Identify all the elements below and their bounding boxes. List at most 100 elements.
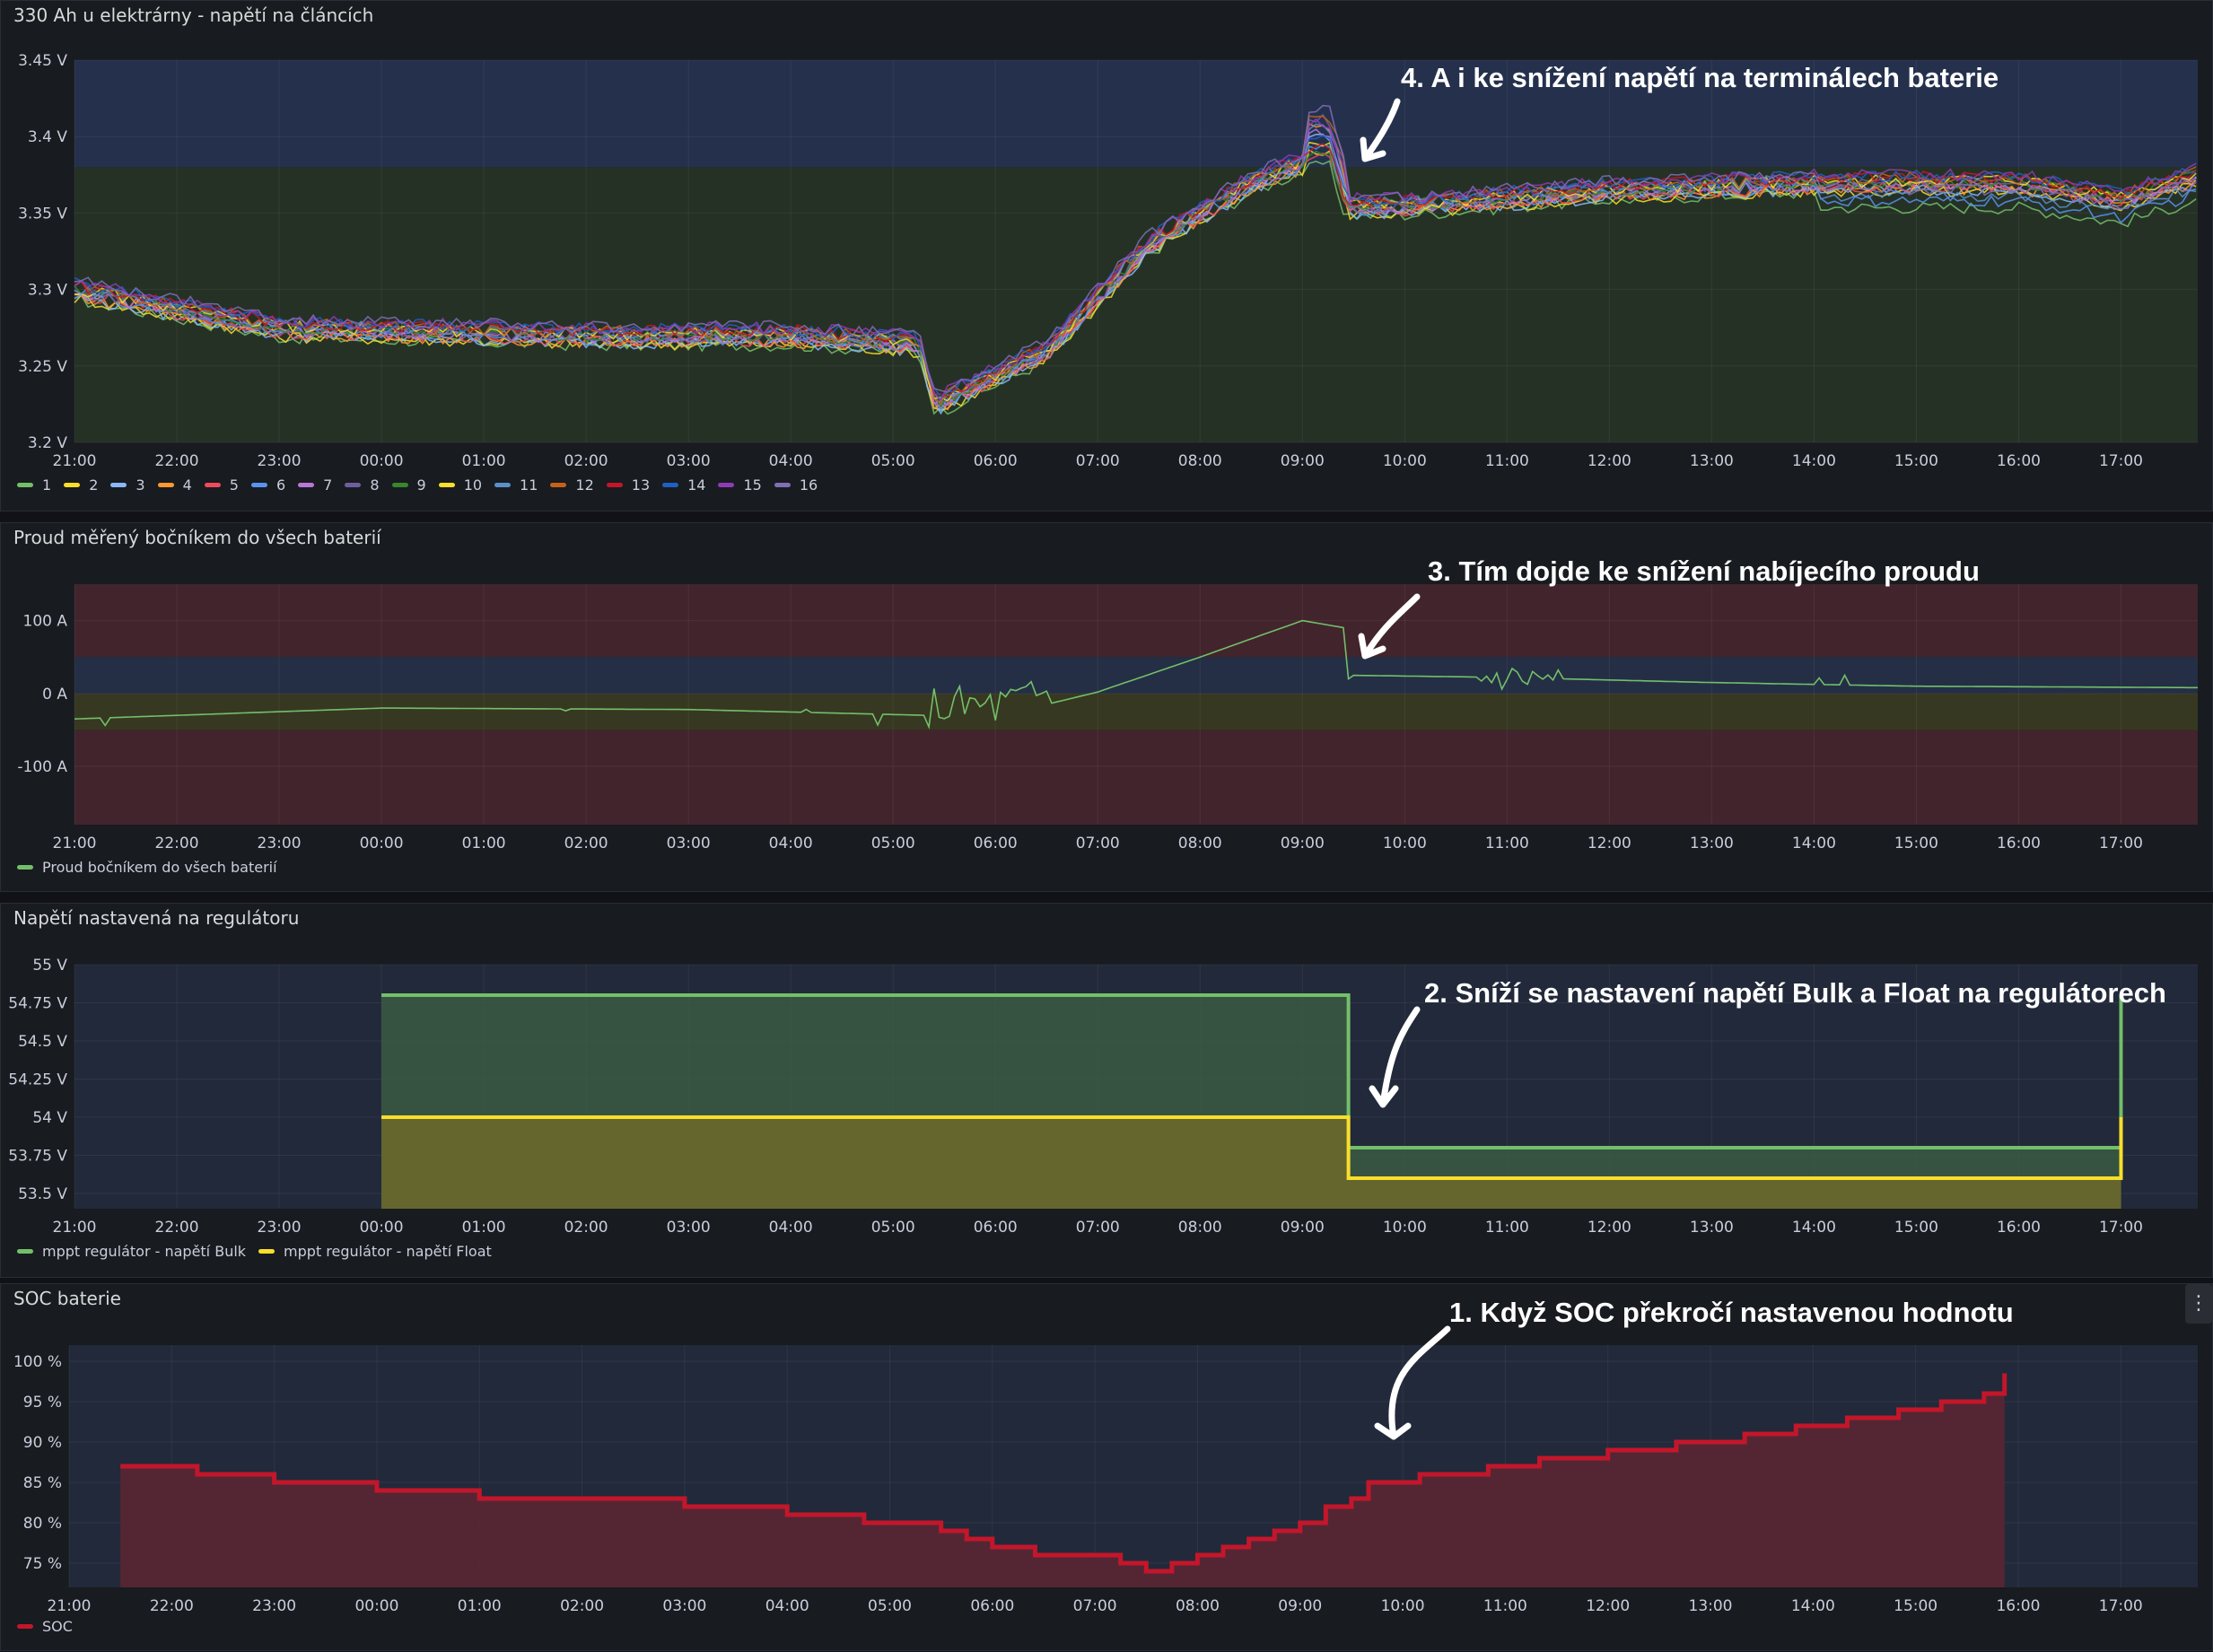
series-line-soc — [120, 1373, 2007, 1574]
x-tick-label: 21:00 — [53, 835, 97, 852]
series-line-cell-11 — [74, 123, 2197, 402]
x-tick-label: 09:00 — [1281, 452, 1325, 470]
panel-title: Napětí nastavená na regulátoru — [13, 907, 300, 929]
series-line-cell-2 — [74, 149, 2197, 412]
legend-item[interactable]: 12 — [550, 476, 594, 494]
annotation-2: 2. Sníží se nastavení napětí Bulk a Floa… — [1424, 977, 2166, 1009]
y-tick-label: 85 % — [23, 1474, 62, 1492]
x-tick-label: 11:00 — [1485, 1219, 1529, 1237]
x-tick-label: 21:00 — [48, 1597, 92, 1615]
y-tick-label: 55 V — [32, 957, 67, 975]
legend-item[interactable]: mppt regulátor - napětí Bulk — [17, 1243, 246, 1260]
x-tick-label: 06:00 — [974, 835, 1018, 852]
y-tick-label: 3.2 V — [28, 434, 67, 452]
x-tick-label: 12:00 — [1588, 452, 1631, 470]
legend-item[interactable]: 13 — [606, 476, 651, 494]
x-tick-label: 14:00 — [1792, 835, 1836, 852]
x-tick-label: 09:00 — [1278, 1597, 1322, 1615]
y-tick-label: 90 % — [23, 1434, 62, 1452]
y-tick-label: 3.35 V — [18, 205, 67, 223]
x-tick-label: 07:00 — [1076, 835, 1120, 852]
series-line-cell-14 — [74, 134, 2197, 398]
legend-item[interactable]: 16 — [774, 476, 818, 494]
legend-item[interactable]: 5 — [204, 476, 239, 494]
x-tick-label: 03:00 — [667, 1219, 711, 1237]
x-tick-label: 04:00 — [769, 835, 813, 852]
x-tick-label: 02:00 — [564, 835, 608, 852]
legend-item[interactable]: 6 — [250, 476, 285, 494]
x-tick-label: 16:00 — [1996, 1597, 2040, 1615]
panel-title: 330 Ah u elektrárny - napětí na článcích — [13, 4, 374, 26]
panel-regulator-voltage: Napětí nastavená na regulátoru 55 V 54.75… — [0, 903, 2213, 1278]
legend-swatch — [17, 1624, 33, 1629]
x-tick-label: 02:00 — [564, 452, 608, 470]
x-tick-label: 04:00 — [769, 452, 813, 470]
legend-item[interactable]: SOC — [17, 1618, 73, 1635]
y-tick-label: 53.75 V — [8, 1148, 67, 1166]
x-tick-label: 16:00 — [1997, 452, 2041, 470]
x-tick-label: 05:00 — [871, 452, 915, 470]
panel-title: SOC baterie — [13, 1288, 121, 1309]
y-tick-label: 3.45 V — [18, 52, 67, 70]
x-tick-label: 08:00 — [1178, 1219, 1222, 1237]
legend-label: mppt regulátor - napětí Float — [284, 1243, 492, 1260]
x-tick-label: 00:00 — [354, 1597, 398, 1615]
legend-swatch — [438, 483, 455, 487]
panel-cell-voltages: 330 Ah u elektrárny - napětí na článcích… — [0, 0, 2213, 511]
annotation-arrow-icon — [1369, 1006, 1421, 1108]
legend-item[interactable]: 15 — [718, 476, 762, 494]
legend-item[interactable]: 1 — [17, 476, 51, 494]
legend: 1 2 3 4 5 6 7 8 9 10 11 12 13 14 15 16 — [17, 476, 830, 494]
series-line-cell-6 — [74, 144, 2197, 412]
x-tick-label: 06:00 — [974, 1219, 1018, 1237]
legend-label: 13 — [631, 476, 651, 494]
y-tick-label: 53.5 V — [18, 1185, 67, 1203]
legend-item[interactable]: 8 — [345, 476, 380, 494]
x-tick-label: 01:00 — [458, 1597, 502, 1615]
current-chart: 100 A 0 A -100 A 21:00 22:00 23:00 00:00 01:00 0… — [17, 584, 2198, 852]
legend-item[interactable]: 11 — [494, 476, 538, 494]
x-tick-label: 15:00 — [1894, 1219, 1938, 1237]
legend-item[interactable]: 7 — [298, 476, 332, 494]
x-tick-label: 16:00 — [1997, 835, 2041, 852]
x-tick-label: 03:00 — [662, 1597, 706, 1615]
y-tick-label: 100 % — [13, 1353, 62, 1371]
x-tick-label: 00:00 — [360, 452, 404, 470]
series-line-float — [381, 1115, 2123, 1180]
y-tick-label: 3.3 V — [28, 282, 67, 300]
x-tick-label: 10:00 — [1381, 1597, 1425, 1615]
x-tick-label: 04:00 — [769, 1219, 813, 1237]
y-tick-label: 80 % — [23, 1515, 62, 1533]
x-tick-label: 13:00 — [1690, 1219, 1734, 1237]
panel-menu-icon[interactable]: ⋮ — [2185, 1284, 2212, 1324]
legend-item[interactable]: 14 — [662, 476, 705, 494]
legend-swatch — [64, 483, 81, 487]
x-tick-label: 01:00 — [462, 835, 506, 852]
x-tick-label: 11:00 — [1485, 452, 1529, 470]
legend-label: 12 — [575, 476, 594, 494]
legend-item[interactable]: 9 — [391, 476, 426, 494]
legend-item[interactable]: mppt regulátor - napětí Float — [258, 1243, 492, 1260]
x-tick-label: 01:00 — [462, 452, 506, 470]
panel-shunt-current: Proud měřený bočníkem do všech baterií 1… — [0, 522, 2213, 892]
x-tick-label: 14:00 — [1792, 1219, 1836, 1237]
x-tick-label: 12:00 — [1586, 1597, 1630, 1615]
legend-swatch — [774, 483, 791, 487]
x-tick-label: 14:00 — [1792, 452, 1836, 470]
x-tick-label: 23:00 — [258, 1219, 302, 1237]
legend-item[interactable]: 4 — [157, 476, 192, 494]
series-line-current — [74, 619, 2198, 730]
x-tick-label: 09:00 — [1281, 1219, 1325, 1237]
regulator-chart: 55 V 54.75 V 54.5 V 54.25 V 54 V 53.75 V 53.5 … — [8, 957, 2198, 1237]
legend: SOC — [17, 1618, 85, 1635]
x-tick-label: 02:00 — [560, 1597, 604, 1615]
legend-item[interactable]: 3 — [110, 476, 145, 494]
legend-item[interactable]: 2 — [64, 476, 98, 494]
legend-item[interactable]: Proud bočníkem do všech baterií — [17, 859, 277, 876]
x-tick-label: 22:00 — [155, 1219, 199, 1237]
annotation-arrow-icon — [1360, 98, 1401, 162]
legend-swatch — [345, 483, 362, 487]
x-tick-label: 02:00 — [564, 1219, 608, 1237]
legend-item[interactable]: 10 — [438, 476, 482, 494]
threshold-band — [74, 584, 2198, 658]
